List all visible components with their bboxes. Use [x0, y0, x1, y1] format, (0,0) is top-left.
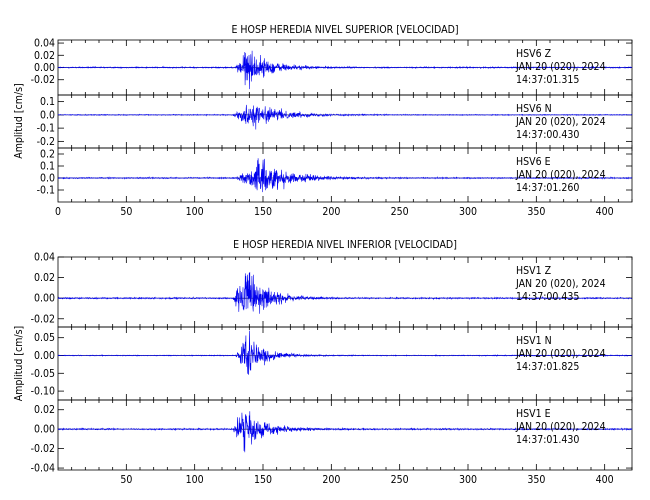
chart-1: E HOSP HEREDIA NIVEL SUPERIOR [VELOCIDAD… [13, 24, 633, 218]
trace-date: JAN 20 (020), 2024 [515, 169, 606, 181]
trace-time: 14:37:01.315 [516, 74, 579, 86]
y-tick-label: -0.04 [31, 463, 55, 475]
y-tick-label: 0.0 [40, 109, 55, 121]
x-tick-label: 250 [391, 206, 409, 218]
waveform-trace [57, 330, 633, 375]
x-tick-label: 0 [55, 206, 61, 218]
y-tick-label: 0.00 [34, 350, 55, 362]
trace-date: JAN 20 (020), 2024 [515, 116, 606, 128]
trace-date: JAN 20 (020), 2024 [515, 348, 606, 360]
chart-2: E HOSP HEREDIA NIVEL INFERIOR [VELOCIDAD… [13, 239, 633, 486]
trace-time: 14:37:01.825 [516, 361, 579, 373]
x-tick-label: 200 [322, 474, 340, 486]
x-tick-label: 100 [186, 206, 204, 218]
y-tick-label: -0.10 [31, 386, 55, 398]
y-tick-label: -0.1 [37, 123, 55, 135]
trace-station-component: HSV6 Z [516, 48, 552, 60]
y-tick-label: 0.00 [34, 62, 55, 74]
x-tick-label: 350 [527, 474, 545, 486]
x-tick-label: 350 [527, 206, 545, 218]
x-tick-label: 250 [391, 474, 409, 486]
trace-station-component: HSV1 Z [516, 265, 552, 277]
x-tick-label: 50 [120, 206, 132, 218]
y-tick-label: -0.05 [31, 368, 55, 380]
x-tick-label: 150 [254, 206, 272, 218]
y-axis-label: Amplitud [cm/s] [13, 83, 25, 158]
y-tick-label: -0.02 [31, 443, 55, 455]
y-tick-label: -0.2 [37, 136, 55, 148]
trace-station-component: HSV1 E [516, 408, 551, 420]
y-tick-label: 0.0 [40, 173, 55, 185]
trace-date: JAN 20 (020), 2024 [515, 278, 606, 290]
y-tick-label: -0.1 [37, 185, 55, 197]
trace-station-component: HSV6 N [516, 103, 552, 115]
waveform-trace [57, 158, 633, 193]
y-axis-label: Amplitud [cm/s] [13, 326, 25, 401]
y-tick-label: 0.00 [34, 424, 55, 436]
y-tick-label: 0.05 [34, 332, 55, 344]
y-tick-label: 0.00 [34, 293, 55, 305]
trace-time: 14:37:01.430 [516, 434, 579, 446]
y-tick-label: 0.02 [34, 272, 55, 284]
x-tick-label: 200 [322, 206, 340, 218]
x-tick-label: 400 [596, 206, 614, 218]
trace-time: 14:37:00.430 [516, 129, 579, 141]
trace-time: 14:37:00.435 [516, 291, 579, 303]
trace-station-component: HSV1 N [516, 335, 552, 347]
x-tick-label: 400 [596, 474, 614, 486]
x-tick-label: 300 [459, 206, 477, 218]
x-tick-label: 300 [459, 474, 477, 486]
chart-title: E HOSP HEREDIA NIVEL SUPERIOR [VELOCIDAD… [231, 24, 458, 36]
x-tick-label: 100 [186, 474, 204, 486]
trace-date: JAN 20 (020), 2024 [515, 61, 606, 73]
y-tick-label: 0.02 [34, 404, 55, 416]
waveform-trace [57, 271, 633, 314]
trace-station-component: HSV6 E [516, 156, 551, 168]
y-tick-label: 0.02 [34, 50, 55, 62]
trace-time: 14:37:01.260 [516, 182, 579, 194]
y-tick-label: -0.02 [31, 313, 55, 325]
y-tick-label: 0.2 [40, 149, 55, 161]
x-tick-label: 150 [254, 474, 272, 486]
waveform-trace [57, 411, 633, 453]
chart-title: E HOSP HEREDIA NIVEL INFERIOR [VELOCIDAD… [233, 239, 457, 251]
y-tick-label: 0.1 [40, 96, 55, 108]
y-tick-label: -0.02 [31, 74, 55, 86]
y-tick-label: 0.04 [34, 252, 55, 264]
y-tick-label: 0.1 [40, 161, 55, 173]
x-tick-label: 50 [120, 474, 132, 486]
y-tick-label: 0.04 [34, 38, 55, 50]
waveform-trace [57, 104, 633, 130]
trace-date: JAN 20 (020), 2024 [515, 421, 606, 433]
waveform-trace [57, 50, 633, 90]
